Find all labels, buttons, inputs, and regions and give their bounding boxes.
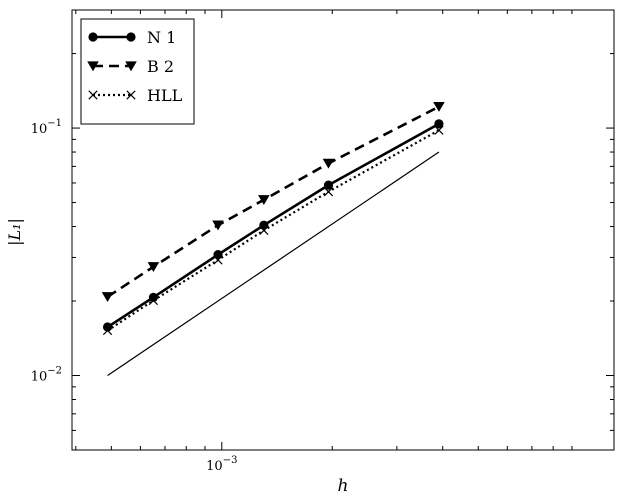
series-2-point-4 xyxy=(258,195,270,206)
legend-marker-1 xyxy=(88,32,98,42)
legend-box xyxy=(80,18,195,125)
series-3-point-1 xyxy=(102,325,113,336)
legend-marker-2 xyxy=(87,61,99,72)
series-4-line xyxy=(107,151,440,377)
legend-marker-2 xyxy=(125,61,137,72)
series-2 xyxy=(101,102,445,303)
x-tick-label-1: 10−3 xyxy=(206,455,237,474)
series-3-line xyxy=(106,129,440,332)
series-2-point-1 xyxy=(101,292,114,303)
y-axis-label: |L₁| xyxy=(5,218,24,246)
series-4 xyxy=(107,151,440,377)
series-3-point-5 xyxy=(323,187,334,197)
series-1-point-4 xyxy=(259,220,269,230)
legend-marker-1 xyxy=(126,32,136,42)
legend: N 1 B 2 HLL xyxy=(80,18,195,125)
series-1-line xyxy=(106,122,440,329)
legend-item-2: B 2 xyxy=(87,57,174,76)
series-2-line xyxy=(106,105,440,298)
x-axis-label: h xyxy=(338,476,349,496)
plot-frame xyxy=(71,9,615,451)
series-1-point-3 xyxy=(213,250,223,260)
ticks-layer: 10−2 10−1 10−3 xyxy=(31,10,614,474)
y-tick-label-2: 10−1 xyxy=(31,118,62,137)
series-1-point-6 xyxy=(434,119,444,129)
series-2-point-6 xyxy=(433,102,445,112)
legend-label-1: N 1 xyxy=(147,28,176,47)
legend-marker-3 xyxy=(88,90,98,100)
series-2-point-5 xyxy=(322,158,335,169)
series-3-point-2 xyxy=(148,295,159,306)
series-3-point-6 xyxy=(434,125,444,135)
series-3 xyxy=(102,125,444,336)
series-2-point-3 xyxy=(212,220,224,231)
series-layer xyxy=(101,102,445,377)
legend-item-3: HLL xyxy=(88,86,183,105)
series-3-point-4 xyxy=(259,225,269,235)
legend-label-2: B 2 xyxy=(147,57,174,76)
series-2-point-2 xyxy=(147,262,160,273)
series-3-point-3 xyxy=(213,255,223,265)
series-1-point-2 xyxy=(148,292,159,302)
y-tick-label-1: 10−2 xyxy=(31,366,62,385)
legend-label-3: HLL xyxy=(147,86,183,105)
series-1-point-5 xyxy=(323,180,334,190)
series-1-point-1 xyxy=(102,322,113,332)
legend-item-1: N 1 xyxy=(88,28,176,47)
legend-marker-3 xyxy=(126,90,136,100)
